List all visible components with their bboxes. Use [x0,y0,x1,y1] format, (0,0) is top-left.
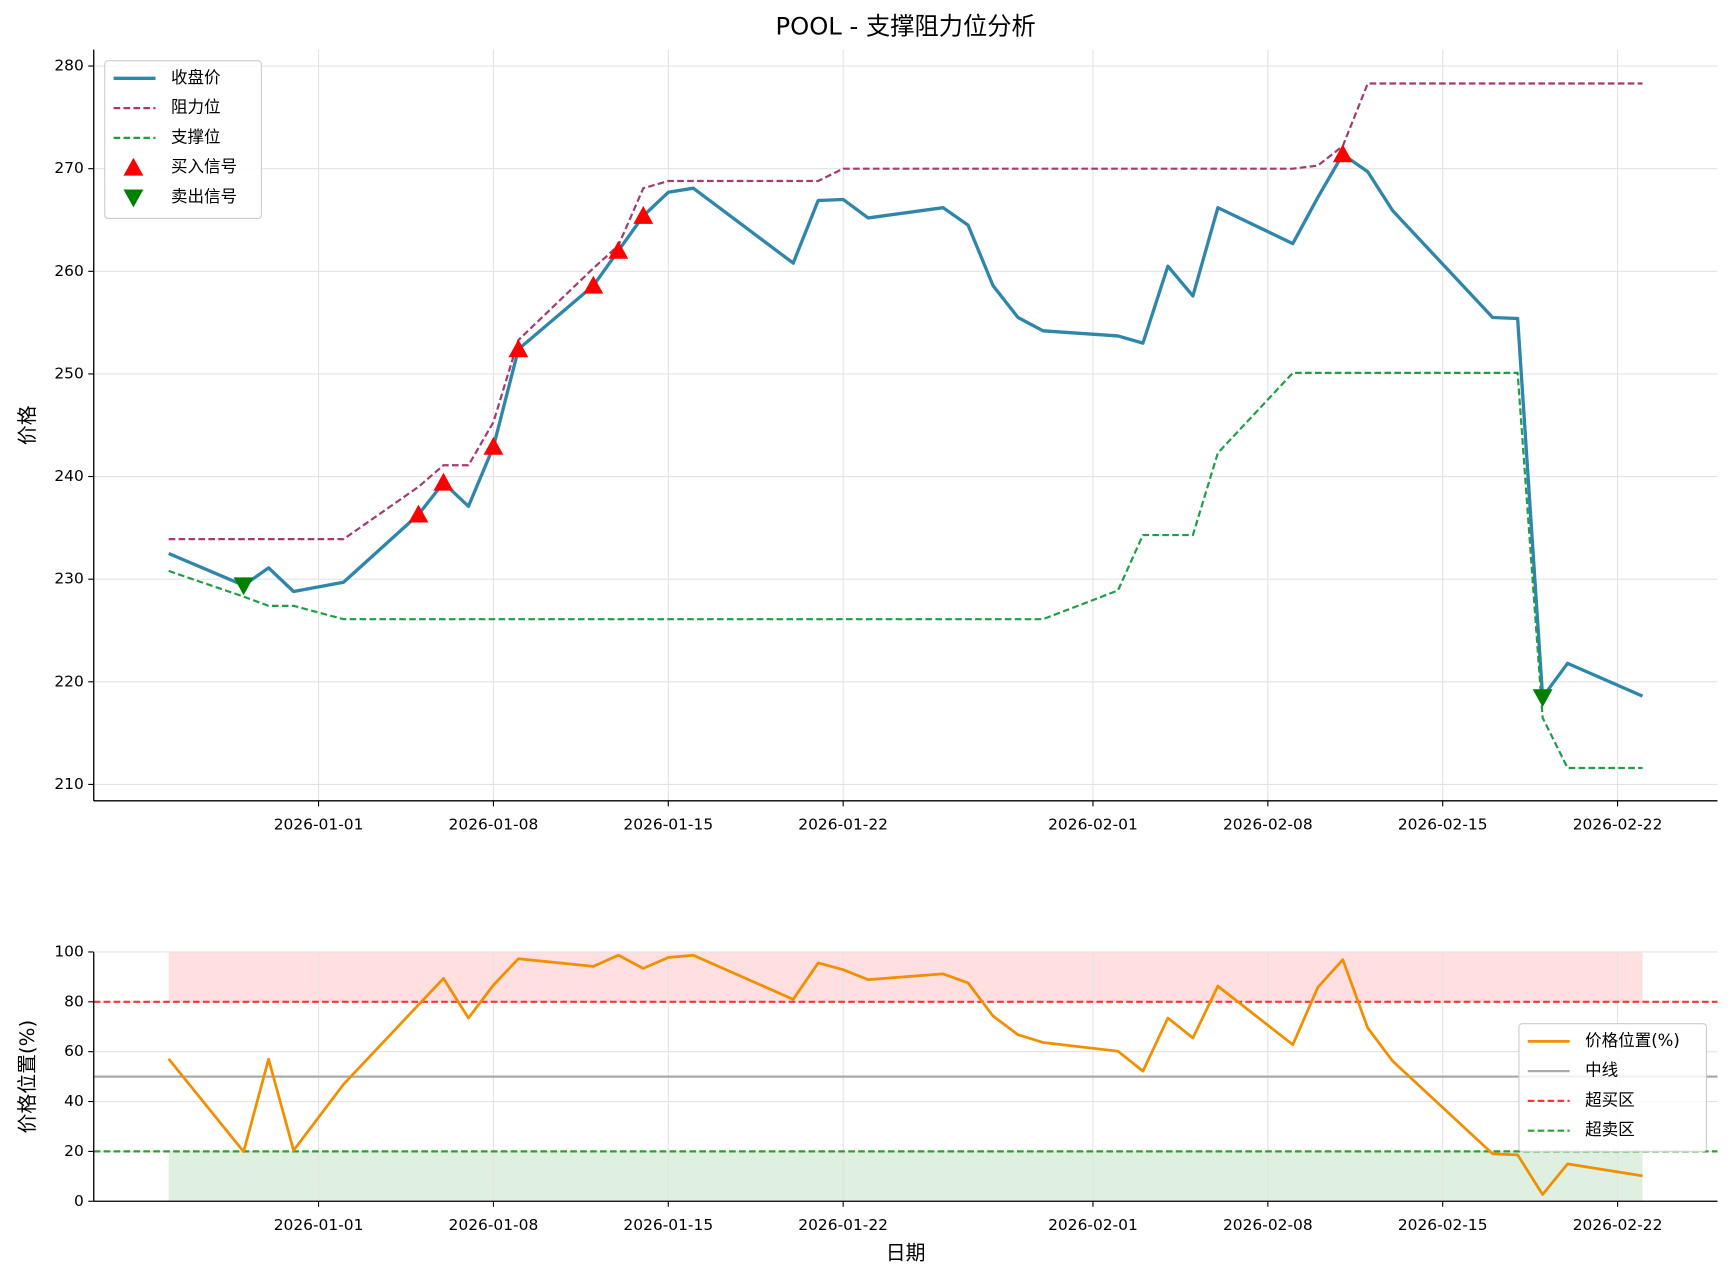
x-tick-label: 2026-02-08 [1223,816,1313,834]
y-tick-label: 20 [64,1142,84,1160]
x-tick-label: 2026-01-08 [449,816,539,834]
x-axis-label: 日期 [886,1242,926,1265]
signal-marker [483,436,504,455]
y-axis-label: 价格 [16,405,39,445]
y-tick-label: 250 [54,364,83,382]
y-tick-label: 270 [54,159,83,177]
x-tick-label: 2026-02-15 [1398,1216,1488,1234]
y-tick-label: 80 [64,992,84,1010]
zone [168,1151,1643,1202]
x-tick-label: 2026-01-15 [623,1216,713,1234]
y-tick-label: 220 [54,672,83,690]
x-tick-label: 2026-02-08 [1223,1216,1313,1234]
y-tick-label: 0 [74,1192,84,1210]
y-tick-label: 230 [54,570,83,588]
x-tick-label: 2026-02-22 [1573,1216,1663,1234]
series-line [168,82,1643,541]
x-tick-label: 2026-01-15 [623,816,713,834]
series-line [168,152,1644,699]
x-tick-label: 2026-01-01 [274,816,364,834]
signal-marker [1332,144,1353,163]
legend-label: 收盘价 [171,68,221,87]
y-tick-label: 260 [54,262,83,280]
signal-marker [633,205,654,224]
signal-marker [433,472,454,491]
signal-marker [608,240,629,259]
signal-marker [408,504,429,523]
series-line [167,953,1643,1196]
y-tick-label: 240 [54,467,83,485]
x-tick-label: 2026-01-01 [274,1216,364,1234]
y-tick-label: 210 [54,775,83,793]
legend-label: 支撑位 [171,127,221,146]
x-tick-label: 2026-02-01 [1048,816,1138,834]
legend-box [104,60,262,219]
x-tick-label: 2026-01-08 [449,1216,539,1234]
legend-label: 价格位置(%) [1585,1031,1680,1050]
signal-marker [233,577,254,596]
signal-marker [508,339,529,358]
legend-label: 超买区 [1585,1090,1635,1109]
legend-label: 阻力位 [171,98,221,117]
chart-title: POOL - 支撑阻力位分析 [775,12,1035,41]
legend-label: 中线 [1585,1061,1618,1080]
y-axis-label: 价格位置(%) [16,1020,39,1134]
x-tick-label: 2026-01-22 [798,816,888,834]
legend-label: 卖出信号 [171,187,237,206]
series-line [168,371,1643,770]
legend-marker [123,157,144,176]
x-tick-label: 2026-01-22 [798,1216,888,1234]
y-tick-label: 60 [64,1042,84,1060]
y-tick-label: 40 [64,1092,84,1110]
signal-marker [583,275,604,294]
legend-marker [123,189,144,208]
legend-label: 超卖区 [1585,1120,1635,1139]
legend-label: 买入信号 [171,157,237,176]
x-tick-label: 2026-02-01 [1048,1216,1138,1234]
signal-marker [1532,689,1553,708]
x-tick-label: 2026-02-15 [1398,816,1488,834]
y-tick-label: 100 [54,942,83,960]
x-tick-label: 2026-02-22 [1573,816,1663,834]
y-tick-label: 280 [54,57,83,75]
legend-box [1518,1023,1708,1153]
